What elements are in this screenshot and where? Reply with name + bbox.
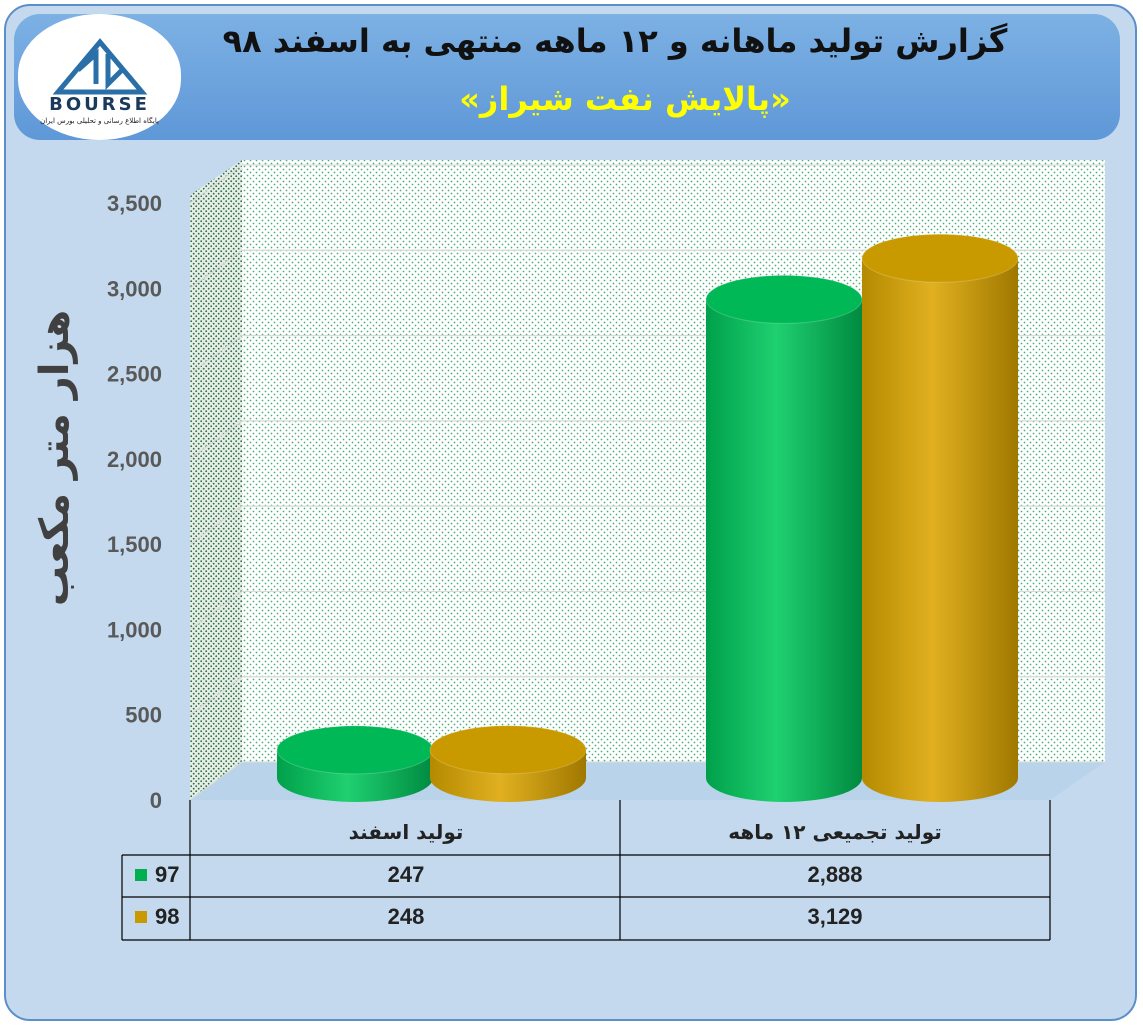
y-tick-label: 1,000	[107, 617, 162, 642]
legend-label-98: 98	[155, 904, 180, 929]
bar-97-0	[276, 725, 434, 802]
table-cell-97-esfand: 247	[387, 862, 425, 887]
y-tick-label: 0	[150, 788, 162, 813]
logo-text: BOURSE	[49, 94, 150, 115]
y-tick-label: 1,500	[107, 532, 162, 557]
chart-subtitle: «پالایش نفت شیراز»	[459, 80, 791, 118]
y-tick-label: 3,000	[107, 276, 162, 301]
title-banner	[14, 14, 1120, 140]
table-cell-98-esfand: 248	[387, 904, 425, 929]
bar-97-1	[705, 274, 863, 802]
category-label-esfand: تولید اسفند	[348, 820, 464, 844]
legend-swatch-98	[135, 911, 147, 923]
bar-series	[276, 233, 1019, 803]
bar-98-0	[429, 725, 587, 802]
gridline	[189, 164, 1105, 204]
logo-mark-icon	[52, 38, 148, 95]
logo-subtitle: پایگاه اطلاع رسانی و تحلیلی بورس ایران	[40, 117, 159, 125]
y-tick-labels: 0 500 1,000 1,500 2,000 2,500 3,000 3,500	[107, 191, 162, 813]
y-tick-label: 2,500	[107, 362, 162, 387]
table-cell-97-12month: 2,888	[807, 862, 863, 887]
chart-title: گزارش تولید ماهانه و ۱۲ ماهه منتهی به اس…	[222, 22, 1008, 60]
y-tick-label: 3,500	[107, 191, 162, 216]
bar-top	[705, 274, 863, 324]
legend-swatch-97	[135, 869, 147, 881]
bar-top	[276, 725, 434, 775]
y-axis-label: هزار متر مکعب	[32, 309, 78, 607]
y-tick-label: 2,000	[107, 447, 162, 472]
bar-top	[429, 725, 587, 775]
y-tick-label: 500	[125, 703, 162, 728]
legend-label-97: 97	[155, 862, 180, 887]
bar-body	[706, 299, 862, 802]
bar-98-1	[861, 233, 1019, 803]
bar-top	[861, 233, 1019, 283]
category-label-12month: تولید تجمیعی ۱۲ ماهه	[728, 820, 942, 844]
bar-body	[862, 258, 1018, 803]
data-table-lines	[121, 800, 1051, 941]
bourse24-logo	[18, 14, 181, 140]
gridline	[189, 249, 1105, 289]
table-cell-98-12month: 3,129	[807, 904, 863, 929]
side-wall	[190, 160, 242, 800]
